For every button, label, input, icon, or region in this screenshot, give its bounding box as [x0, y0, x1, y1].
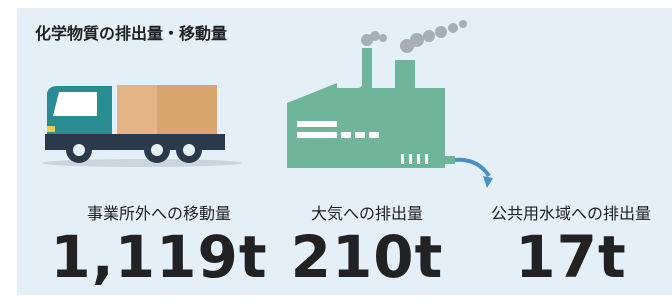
page: {"header": {"title": "化学物質の排出量・移動量"}, "i…: [0, 0, 672, 303]
stat: 大気への排出量 210t: [257, 200, 477, 288]
factory-icon: [287, 48, 493, 188]
stat: 公共用水域への排出量 17t: [461, 200, 672, 288]
stat-value: 1,119t: [49, 226, 269, 288]
panel: 化学物質の排出量・移動量 事業所外への移動量 1,119t 大気への排出量 21…: [17, 8, 672, 295]
truck-icon: [42, 85, 242, 167]
stat: 事業所外への移動量 1,119t: [49, 200, 269, 288]
title: 化学物質の排出量・移動量: [35, 20, 227, 44]
stat-value: 210t: [257, 226, 477, 288]
smoke: [361, 20, 467, 53]
stat-value: 17t: [461, 226, 672, 288]
